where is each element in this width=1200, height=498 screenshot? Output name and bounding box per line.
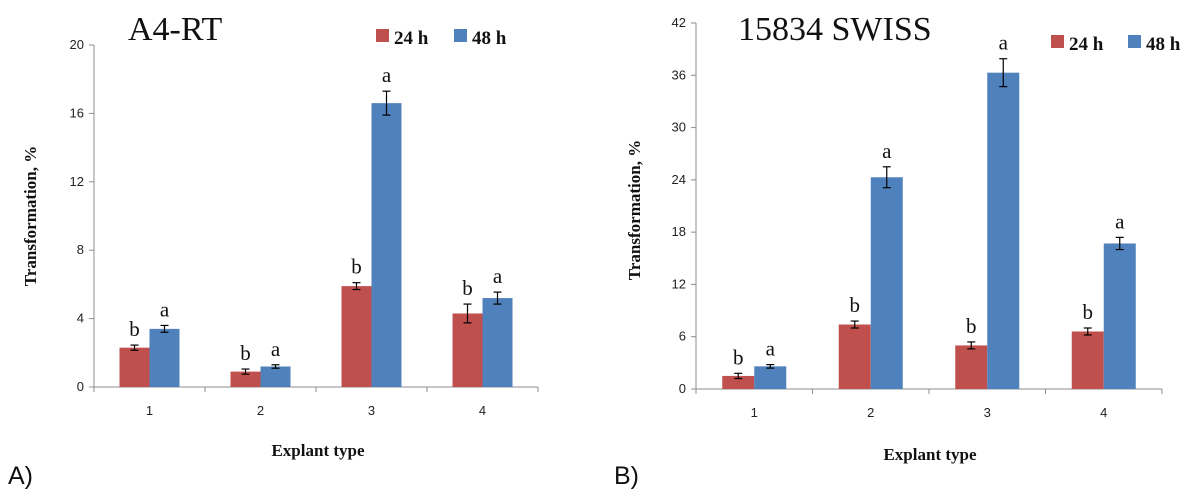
bar-24h (230, 371, 261, 387)
significance-label: a (999, 31, 1009, 55)
legend-swatch-48h (454, 29, 467, 42)
y-tick-label: 16 (70, 105, 84, 120)
bar-24h (722, 375, 755, 389)
significance-label: b (462, 276, 473, 300)
bar-24h (119, 347, 150, 387)
significance-label: a (766, 337, 776, 361)
x-tick-label: 1 (751, 405, 758, 420)
legend-label-24h: 24 h (394, 28, 429, 49)
x-tick-label: 1 (146, 403, 153, 418)
significance-label: a (493, 264, 503, 288)
y-tick-label: 6 (679, 329, 686, 344)
significance-label: b (850, 293, 861, 317)
significance-label: b (733, 345, 744, 369)
bar-48h (149, 328, 180, 387)
x-axis-title: Explant type (883, 445, 976, 464)
y-tick-label: 8 (77, 242, 84, 257)
bar-48h (371, 103, 402, 387)
legend-label-48h: 48 h (472, 28, 507, 49)
y-tick-label: 4 (77, 311, 84, 326)
significance-label: b (966, 314, 977, 338)
bar-48h (987, 72, 1020, 390)
legend-swatch-24h (1051, 35, 1064, 48)
significance-label: a (1115, 209, 1125, 233)
y-tick-label: 18 (672, 224, 686, 239)
x-tick-label: 4 (479, 403, 486, 418)
y-tick-label: 0 (679, 381, 686, 396)
chart-panel-b: 15834 SWISS 24 h 48 h Transformation, % … (600, 0, 1200, 498)
significance-label: b (351, 255, 362, 279)
bar-24h (341, 286, 372, 387)
bar-24h (955, 345, 988, 389)
x-tick-label: 2 (257, 403, 264, 418)
chart-panel-a: A4-RT 24 h 48 h Transformation, % Explan… (8, 11, 539, 490)
significance-label: a (271, 337, 281, 361)
y-tick-label: 12 (672, 276, 686, 291)
y-axis-title: Transformation, % (625, 140, 644, 280)
x-tick-label: 4 (1100, 405, 1107, 420)
significance-label: b (240, 341, 251, 365)
bar-48h (870, 177, 903, 389)
y-tick-label: 36 (672, 67, 686, 82)
chart-b: 15834 SWISS 24 h 48 h Transformation, % … (614, 11, 1181, 490)
bar-48h (1103, 243, 1136, 389)
significance-label: b (129, 317, 140, 341)
panel-label: A) (8, 462, 33, 490)
x-tick-label: 3 (984, 405, 991, 420)
x-tick-label: 2 (867, 405, 874, 420)
legend-label-48h: 48 h (1146, 34, 1181, 55)
significance-label: a (882, 139, 892, 163)
significance-label: a (160, 297, 170, 321)
significance-label: b (1083, 300, 1094, 324)
chart-a: A4-RT 24 h 48 h Transformation, % Explan… (8, 11, 539, 490)
significance-label: a (382, 63, 392, 87)
bar-24h (452, 313, 483, 387)
y-tick-label: 30 (672, 120, 686, 135)
bar-48h (260, 366, 291, 387)
chart-title: 15834 SWISS (738, 11, 932, 48)
chart-title: A4-RT (128, 11, 223, 48)
y-tick-label: 0 (77, 379, 84, 394)
bar-24h (838, 324, 871, 389)
legend-label-24h: 24 h (1069, 34, 1104, 55)
x-tick-label: 3 (368, 403, 375, 418)
bar-48h (482, 298, 513, 387)
x-axis-title: Explant type (271, 441, 364, 460)
legend-swatch-48h (1128, 35, 1141, 48)
bar-48h (754, 366, 787, 389)
y-tick-label: 42 (672, 15, 686, 30)
panel-label: B) (614, 462, 639, 490)
y-tick-label: 24 (672, 172, 686, 187)
y-axis-title: Transformation, % (21, 146, 40, 286)
bar-24h (1071, 331, 1104, 389)
legend-swatch-24h (376, 29, 389, 42)
y-tick-label: 20 (70, 37, 84, 52)
y-tick-label: 12 (70, 174, 84, 189)
